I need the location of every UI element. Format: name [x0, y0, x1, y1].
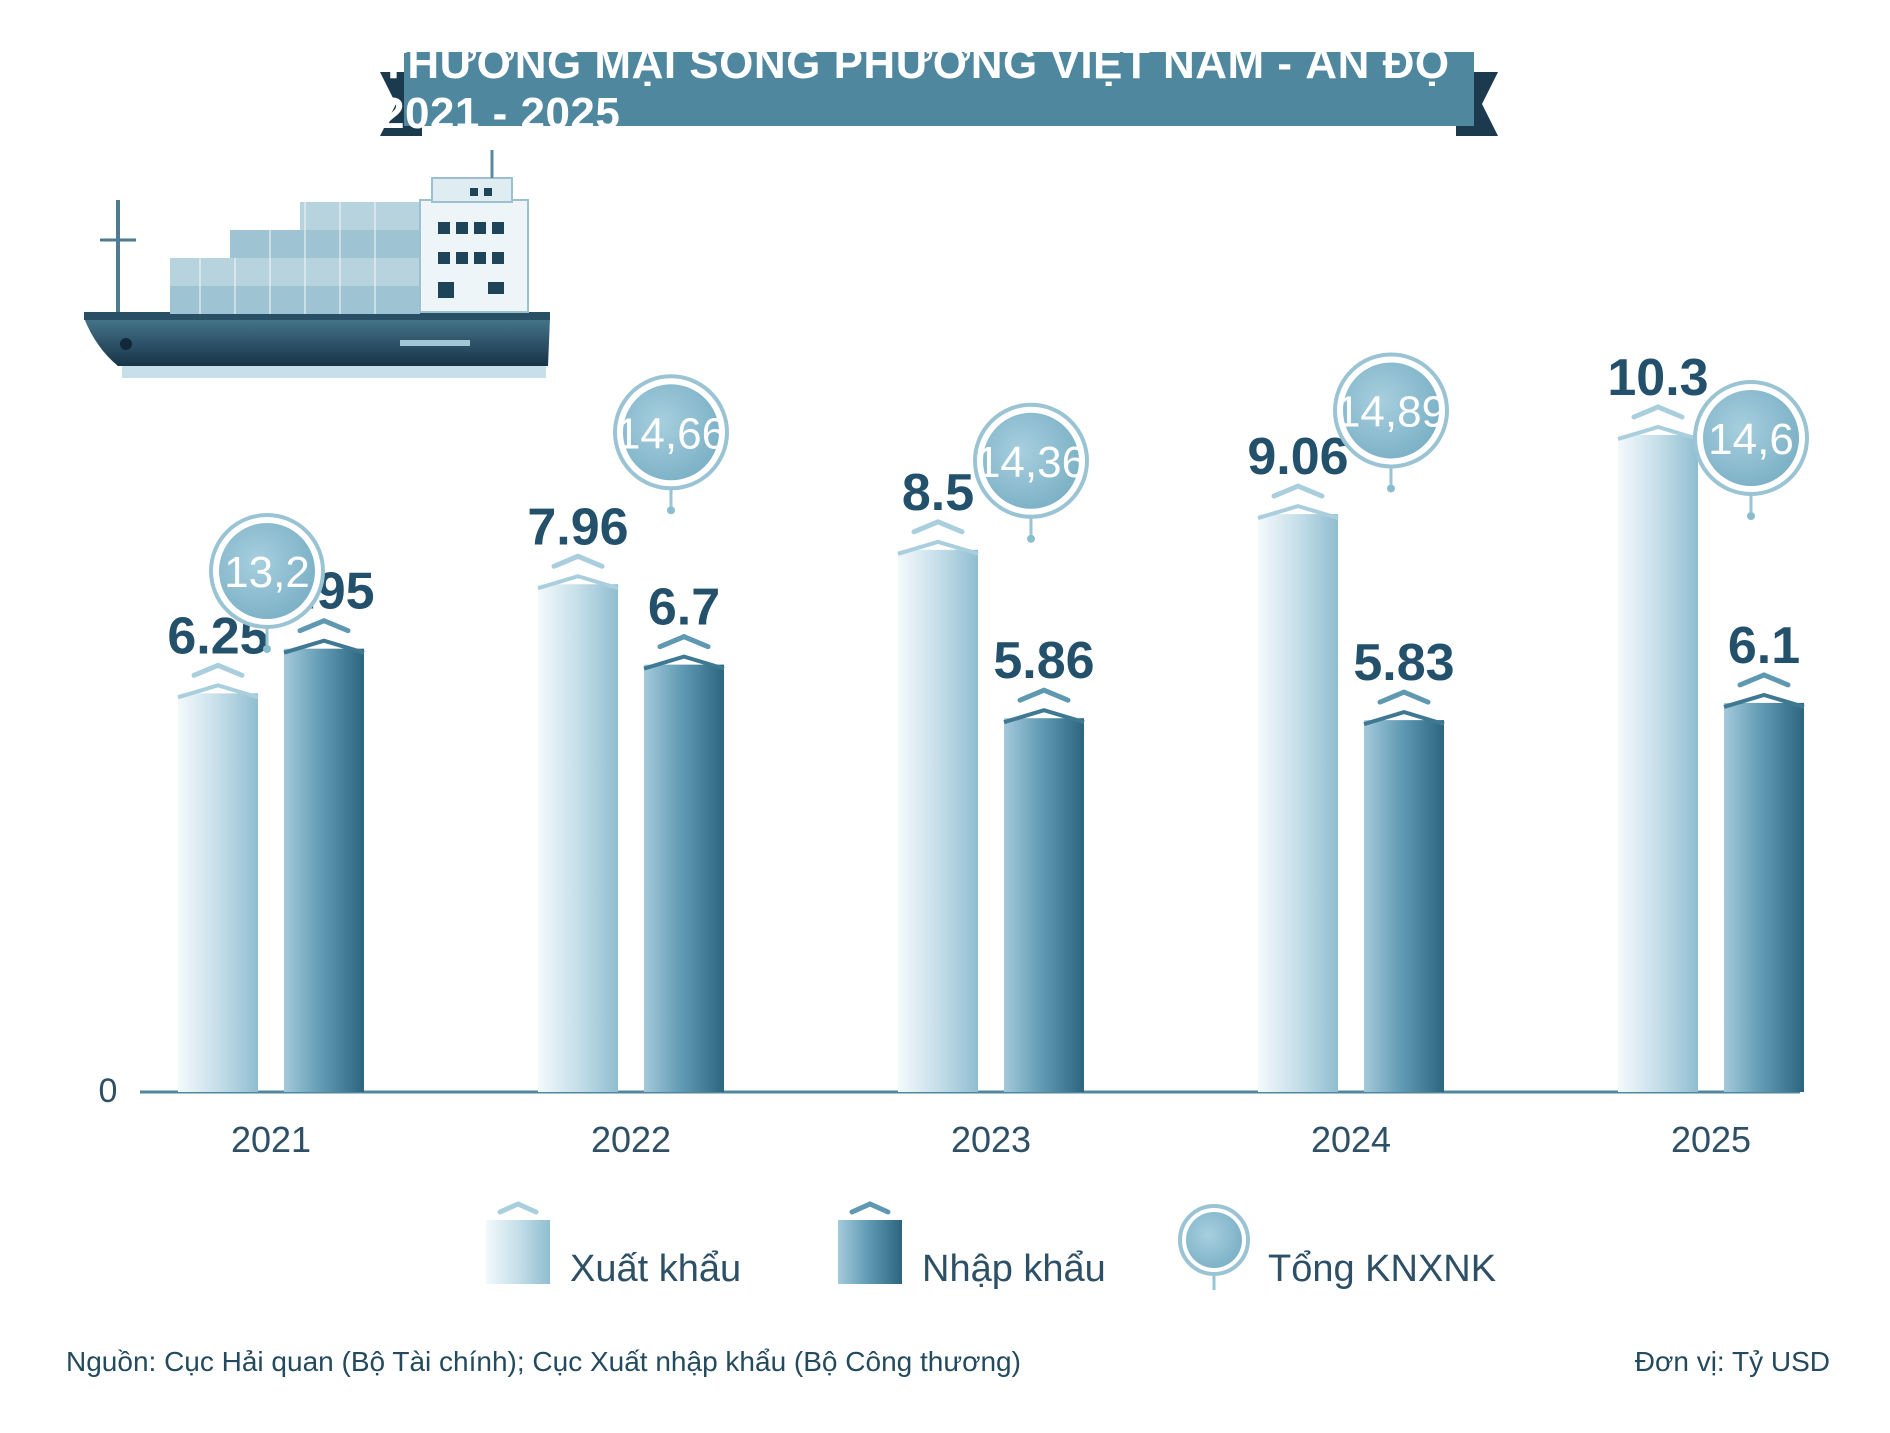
bar-import-2024: [1364, 720, 1444, 1092]
title-banner: [380, 52, 1498, 136]
bar-chevron-export-2023: [911, 519, 965, 535]
bar-chevron-import-2023: [1017, 687, 1071, 703]
data-label-export-2023: 8.5: [902, 464, 974, 522]
total-bubble-2021: [219, 523, 315, 619]
bar-cap-export-2025: [1617, 424, 1699, 441]
total-label-2023: 14,36: [976, 438, 1086, 487]
bar-export-2021: [178, 693, 258, 1092]
bar-chevron-export-2021: [191, 662, 245, 678]
data-label-import-2022: 6.7: [648, 579, 720, 637]
legend-label-import: Nhập khẩu: [922, 1248, 1106, 1290]
bar-cap-import-2021: [283, 638, 365, 655]
total-label-2022: 14,66: [616, 409, 726, 458]
bar-chevron-export-2024: [1271, 483, 1325, 499]
legend-label-total: Tổng KNXNK: [1268, 1248, 1497, 1290]
data-label-export-2025: 10.3: [1607, 349, 1708, 407]
legend-swatch-export: [486, 1220, 550, 1284]
bar-cap-import-2022: [643, 654, 725, 671]
x-tick-label-2024: 2024: [1311, 1119, 1391, 1160]
bar-cap-export-2022: [537, 574, 619, 591]
bar-import-2022: [644, 664, 724, 1092]
bar-export-2025: [1618, 435, 1698, 1092]
x-tick-label-2025: 2025: [1671, 1119, 1751, 1160]
total-bubble-2023: [983, 412, 1079, 509]
total-bubble-2025: [1703, 390, 1799, 486]
bar-chevron-import-2021: [297, 617, 351, 634]
legend-label-export: Xuất khẩu: [570, 1248, 742, 1290]
data-label-import-2025: 6.1: [1728, 617, 1800, 675]
legend-swatch-import: [838, 1220, 902, 1284]
bar-chevron-import-2025: [1737, 672, 1791, 688]
cargo-ship-illustration: [84, 150, 550, 378]
bar-cap-import-2024: [1363, 710, 1445, 727]
x-tick-label-2021: 2021: [231, 1119, 311, 1160]
total-bubble-dot-2025: [1747, 512, 1755, 520]
data-label-import-2024: 5.83: [1353, 634, 1454, 692]
x-tick-label-2023: 2023: [951, 1119, 1031, 1160]
total-bubble-dot-2024: [1387, 484, 1395, 493]
bar-cap-export-2021: [177, 683, 259, 700]
data-label-export-2024: 9.06: [1247, 428, 1348, 486]
bar-chevron-import-2022: [657, 633, 711, 650]
total-bubble-dot-2023: [1027, 534, 1035, 543]
bar-import-2021: [284, 648, 364, 1092]
total-bubble-2024: [1343, 362, 1439, 459]
legend-swatch-total: [1186, 1212, 1242, 1268]
bar-chevron-export-2025: [1631, 404, 1685, 420]
chart-title: THƯƠNG MẠI SONG PHƯƠNG VIỆT NAM - ẤN ĐỘ …: [380, 39, 1450, 138]
total-bubble-dot-2022: [667, 506, 675, 515]
data-label-import-2023: 5.86: [993, 632, 1094, 690]
bar-import-2023: [1004, 718, 1084, 1092]
bar-export-2023: [898, 549, 978, 1092]
legend-swatch-import-chevron: [849, 1201, 891, 1215]
total-label-2024: 14,89: [1336, 387, 1446, 436]
y-zero-label: 0: [99, 1072, 118, 1110]
title-container: THƯƠNG MẠI SONG PHƯƠNG VIỆT NAM - ẤN ĐỘ …: [380, 39, 1498, 144]
bar-export-2022: [538, 584, 618, 1092]
legend-swatch-export-chevron: [497, 1201, 539, 1215]
bar-chevron-import-2024: [1377, 689, 1431, 705]
source-note: Nguồn: Cục Hải quan (Bộ Tài chính); Cục …: [66, 1346, 1021, 1377]
total-label-2021: 13,2: [224, 548, 310, 597]
x-tick-label-2022: 2022: [591, 1119, 671, 1160]
total-label-2025: 14,6: [1708, 415, 1794, 464]
data-label-export-2022: 7.96: [527, 498, 628, 556]
bar-export-2024: [1258, 514, 1338, 1092]
bar-cap-export-2024: [1257, 504, 1339, 521]
bar-chevron-export-2022: [551, 553, 605, 569]
total-bubble-2022: [623, 384, 719, 481]
bar-cap-import-2023: [1003, 708, 1085, 725]
unit-note: Đơn vị: Tỷ USD: [1634, 1346, 1830, 1377]
bar-import-2025: [1724, 702, 1804, 1092]
legend: [486, 1201, 1250, 1290]
total-bubble-dot-2021: [263, 645, 271, 653]
bar-cap-import-2025: [1723, 692, 1805, 709]
bar-cap-export-2023: [897, 539, 979, 556]
